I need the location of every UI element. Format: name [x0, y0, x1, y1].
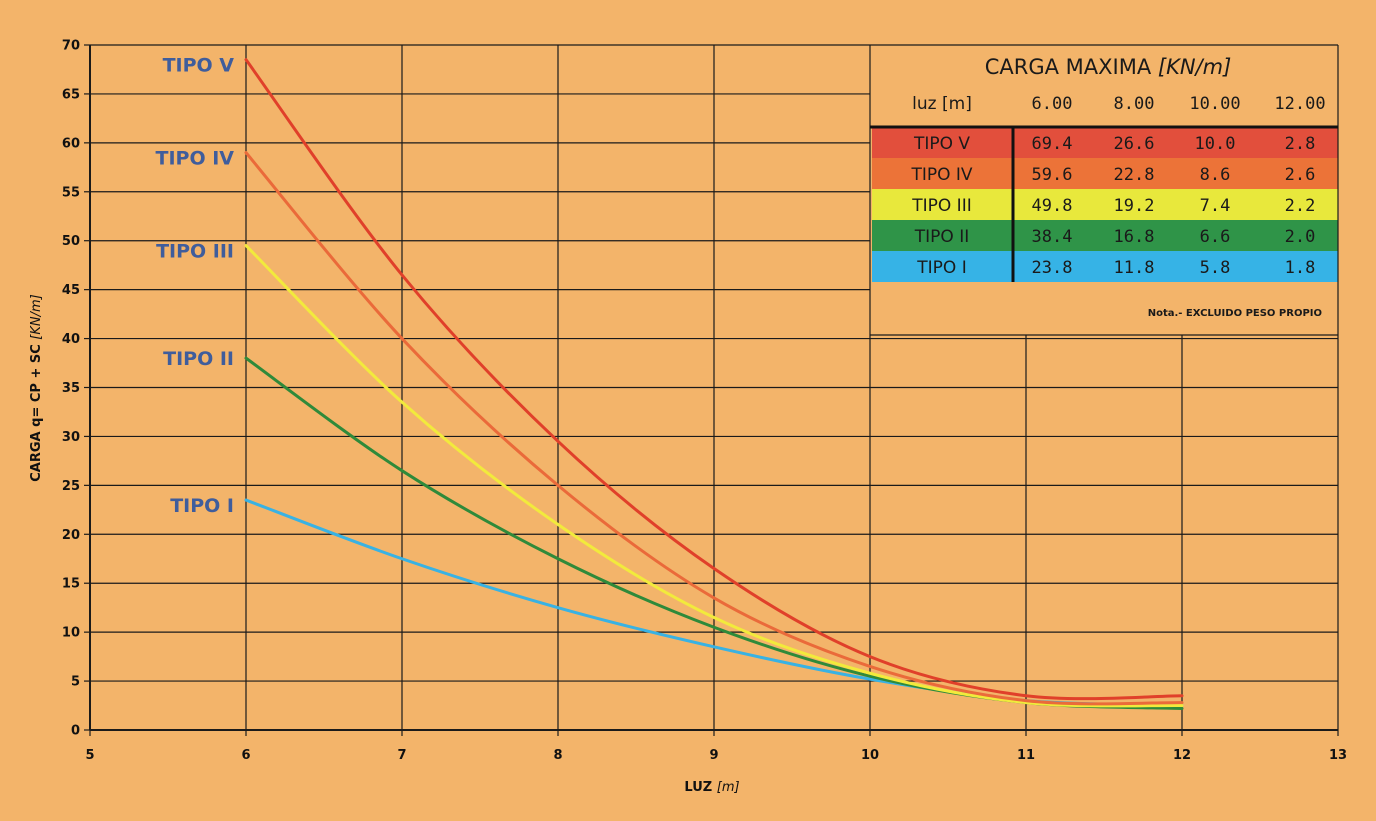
- table-cell: 7.4: [1200, 196, 1231, 216]
- table-row-band: [872, 158, 1338, 189]
- series-label-tipo-ii: TIPO II: [163, 348, 234, 370]
- y-tick-label: 15: [62, 577, 80, 592]
- table-row-band: [872, 127, 1338, 158]
- series-line-tipo-iv: [244, 151, 1184, 706]
- x-axis-title: LUZ [m]: [684, 780, 739, 795]
- table-cell: 10.0: [1195, 134, 1236, 154]
- x-tick-label: 8: [553, 748, 562, 763]
- table-header-row: luz [m] 6.00 8.00 10.00 12.00: [870, 94, 1338, 129]
- table-cell: 23.8: [1032, 258, 1073, 278]
- table-cell: 1.8: [1285, 258, 1316, 278]
- x-tick-label: 9: [709, 748, 718, 763]
- table-cell: 5.8: [1200, 258, 1231, 278]
- x-tick-label: 5: [85, 748, 94, 763]
- table-note: Nota.- EXCLUIDO PESO PROPIO: [1148, 308, 1322, 319]
- y-tick-label: 40: [62, 332, 80, 347]
- table-header-cell: 12.00: [1274, 94, 1325, 114]
- max-load-table: CARGA MAXIMA [KN/m] luz [m] 6.00 8.00 10.00…: [870, 55, 1338, 319]
- table-row-band: [872, 189, 1338, 220]
- x-tick-label: 11: [1017, 748, 1035, 763]
- y-tick-label: 20: [62, 528, 80, 543]
- series-label-tipo-iii: TIPO III: [156, 241, 234, 263]
- table-cell: 16.8: [1114, 227, 1155, 247]
- series-label-tipo-i: TIPO I: [170, 495, 234, 517]
- series-label-tipo-v: TIPO V: [163, 55, 235, 77]
- x-tick-label: 7: [397, 748, 406, 763]
- y-tick-label: 10: [62, 626, 80, 641]
- table-cell: 22.8: [1114, 165, 1155, 185]
- y-tick-label: 70: [62, 39, 80, 54]
- table-header-cell: 8.00: [1114, 94, 1155, 114]
- series-line-tipo-iii: [244, 244, 1184, 708]
- table-row-label: TIPO II: [914, 227, 969, 247]
- y-tick-label: 30: [62, 430, 80, 445]
- x-tick-label: 12: [1173, 748, 1191, 763]
- y-tick-label: 60: [62, 136, 80, 151]
- table-row-band: [872, 220, 1338, 251]
- table-row-label: TIPO IV: [910, 165, 972, 185]
- table-cell: 38.4: [1032, 227, 1073, 247]
- table-header-cell: 6.00: [1032, 94, 1073, 114]
- y-tick-label: 25: [62, 479, 80, 494]
- table-cell: 6.6: [1200, 227, 1231, 247]
- table-cell: 2.0: [1285, 227, 1316, 247]
- table-cell: 69.4: [1032, 134, 1073, 154]
- x-tick-label: 6: [241, 748, 250, 763]
- x-tick-label: 10: [861, 748, 879, 763]
- table-rows: TIPO V 69.4 26.6 10.0 2.8 TIPO IV 59.6 22.8 8.6 2…: [910, 127, 1315, 282]
- series-labels: TIPO V TIPO IV TIPO III TIPO II TIPO I: [156, 55, 235, 517]
- table-row-band: [872, 251, 1338, 282]
- y-tick-label: 0: [71, 724, 80, 739]
- table-header-cell: luz [m]: [912, 94, 972, 114]
- table-cell: 49.8: [1032, 196, 1073, 216]
- table-row-label: TIPO V: [913, 134, 970, 154]
- table-cell: 2.6: [1285, 165, 1316, 185]
- y-tick-label: 65: [62, 87, 80, 102]
- y-tick-label: 50: [62, 234, 80, 249]
- y-tick-label: 55: [62, 185, 80, 200]
- table-cell: 8.6: [1200, 165, 1231, 185]
- y-tick-label: 45: [62, 283, 80, 298]
- table-header-cell: 10.00: [1189, 94, 1240, 114]
- series-curves: [244, 58, 1184, 710]
- table-background: [872, 127, 1338, 282]
- table-cell: 2.8: [1285, 134, 1316, 154]
- series-line-tipo-v: [244, 58, 1184, 701]
- series-label-tipo-iv: TIPO IV: [156, 148, 235, 170]
- table-cell: 11.8: [1114, 258, 1155, 278]
- grid: [90, 45, 1338, 730]
- x-tick-label: 13: [1329, 748, 1347, 763]
- y-tick-label: 5: [71, 675, 80, 690]
- table-cell: 59.6: [1032, 165, 1073, 185]
- y-axis-title: CARGA q= CP + SC [KN/m]: [29, 294, 44, 481]
- table-cell: 2.2: [1285, 196, 1316, 216]
- table-cell: 26.6: [1114, 134, 1155, 154]
- axes: [84, 44, 1339, 736]
- table-row-label: TIPO I: [916, 258, 966, 278]
- table-row-label: TIPO III: [911, 196, 971, 216]
- table-title: CARGA MAXIMA [KN/m]: [985, 55, 1232, 79]
- table-cell: 19.2: [1114, 196, 1155, 216]
- y-tick-label: 35: [62, 381, 80, 396]
